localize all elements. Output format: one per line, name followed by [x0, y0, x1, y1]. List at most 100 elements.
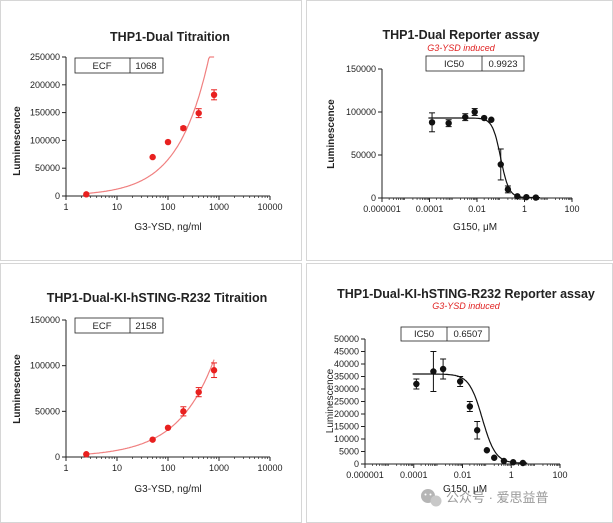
- data-point: [483, 447, 491, 454]
- chart-title: THP1-Dual-KI-hSTING-R232 Titraition: [47, 291, 268, 305]
- y-axis-label: Luminescence: [325, 368, 336, 433]
- data-point: [83, 451, 90, 458]
- stat-label: ECF: [93, 321, 112, 332]
- y-tick-label: 30000: [334, 384, 359, 394]
- y-tick-label: 45000: [334, 347, 359, 357]
- y-axis-label: Luminescence: [12, 354, 23, 424]
- x-tick-label: 0.000001: [346, 470, 384, 480]
- chart-title: THP1-Dual Reporter assay: [382, 28, 539, 42]
- data-point: [466, 403, 474, 410]
- stat-value: 0.9923: [488, 59, 517, 70]
- x-tick-label: 10000: [257, 202, 282, 212]
- y-tick-label: 100000: [30, 361, 60, 371]
- data-point: [480, 114, 488, 122]
- y-tick-label: 150000: [346, 64, 376, 74]
- chart-title: THP1-Dual Titraition: [110, 30, 230, 44]
- x-tick-label: 10: [112, 202, 122, 212]
- x-tick-label: 100: [160, 463, 175, 473]
- fit-curve: [428, 117, 540, 199]
- x-tick-label: 100: [160, 202, 175, 212]
- x-tick-label: 10000: [257, 463, 282, 473]
- axes: 0 50000 100000 150000 200000 250000 1 10 100 1000…: [30, 52, 283, 212]
- data-point: [428, 119, 436, 126]
- stat-box-frame: [400, 326, 490, 342]
- x-tick-label: 1: [63, 202, 68, 212]
- y-tick-label: 20000: [334, 409, 359, 419]
- y-tick-label: 150000: [30, 108, 60, 118]
- x-axis-label: G150, μM: [443, 484, 487, 495]
- data-point: [439, 365, 447, 373]
- data-point: [180, 408, 187, 415]
- y-tick-label: 200000: [30, 80, 60, 90]
- data-point: [164, 424, 172, 431]
- stat-box-frame: [425, 55, 525, 72]
- axes: 0 5000 10000 15000 20000 25000 30000 35000 40000…: [334, 334, 568, 480]
- x-tick-label: 0.0001: [416, 204, 444, 214]
- x-axis-label: G3-YSD, ng/ml: [134, 222, 201, 233]
- data-point: [164, 138, 172, 146]
- watermark-text: 公众号 · 爱思益普: [446, 490, 549, 505]
- y-tick-label: 100000: [30, 135, 60, 145]
- stat-label: ECF: [93, 61, 112, 72]
- x-tick-label: 1000: [209, 202, 229, 212]
- stat-box-frame: [74, 317, 164, 334]
- y-tick-label: 40000: [334, 359, 359, 369]
- x-tick-label: 0.0001: [400, 470, 428, 480]
- data-point: [523, 193, 530, 201]
- data-point: [195, 388, 202, 396]
- chart-title: THP1-Dual-KI-hSTING-R232 Reporter assay: [337, 287, 595, 301]
- x-tick-label: 100: [564, 204, 579, 214]
- x-tick-label: 0.01: [454, 470, 472, 480]
- stat-value: 1068: [135, 61, 156, 72]
- data-point: [488, 116, 495, 123]
- data-point: [462, 113, 469, 121]
- data-point: [210, 367, 218, 374]
- data-point: [473, 427, 481, 434]
- chart-panel-2: THP1-Dual Reporter assay G3-YSD induced …: [326, 28, 580, 233]
- stat-box: ECF 2158: [74, 317, 164, 334]
- chart-subtitle: G3-YSD induced: [432, 301, 501, 311]
- data-point: [180, 124, 187, 132]
- x-tick-label: 0.000001: [363, 204, 401, 214]
- data-point: [149, 436, 156, 443]
- x-tick-label: 10: [112, 463, 122, 473]
- data-point: [210, 91, 218, 99]
- stat-box-frame: [74, 57, 164, 74]
- y-axis-label: Luminescence: [326, 99, 337, 169]
- y-tick-label: 10000: [334, 434, 359, 444]
- y-tick-label: 0: [354, 459, 359, 469]
- data-point: [514, 193, 521, 200]
- data-point: [497, 161, 504, 168]
- stat-box: IC50 0.6507: [400, 326, 490, 342]
- axes: 0 50000 100000 150000 1 10 100 1000 10000: [30, 315, 283, 473]
- y-tick-label: 0: [371, 193, 376, 203]
- axes: 0 50000 100000 150000 0.000001 0.0001 0.01 1 100: [346, 64, 580, 214]
- y-tick-label: 50000: [35, 406, 60, 416]
- y-tick-label: 5000: [339, 447, 359, 457]
- fit-curve: [86, 56, 215, 195]
- data-point: [500, 457, 508, 465]
- y-tick-label: 35000: [334, 372, 359, 382]
- stat-value: 0.6507: [453, 329, 482, 340]
- x-tick-label: 1000: [209, 463, 229, 473]
- y-tick-label: 250000: [30, 52, 60, 62]
- x-tick-label: 1: [522, 204, 527, 214]
- data-point: [456, 378, 464, 385]
- x-tick-label: 1: [63, 463, 68, 473]
- stat-box: IC50 0.9923: [425, 55, 525, 72]
- x-axis-label: G150, μM: [453, 222, 497, 233]
- x-tick-label: 1: [509, 470, 514, 480]
- data-point: [509, 459, 517, 466]
- y-tick-label: 50000: [35, 163, 60, 173]
- data-point: [471, 108, 478, 116]
- stat-label: IC50: [414, 329, 434, 340]
- data-point: [149, 153, 156, 161]
- watermark: 公众号 · 爱思益普: [421, 489, 549, 507]
- y-tick-label: 100000: [346, 107, 376, 117]
- x-axis-label: G3-YSD, ng/ml: [134, 484, 201, 495]
- y-tick-label: 0: [55, 452, 60, 462]
- data-point: [83, 191, 90, 198]
- data-point: [430, 368, 437, 375]
- chart-panel-3: THP1-Dual-KI-hSTING-R232 Titraition ECF …: [12, 291, 283, 495]
